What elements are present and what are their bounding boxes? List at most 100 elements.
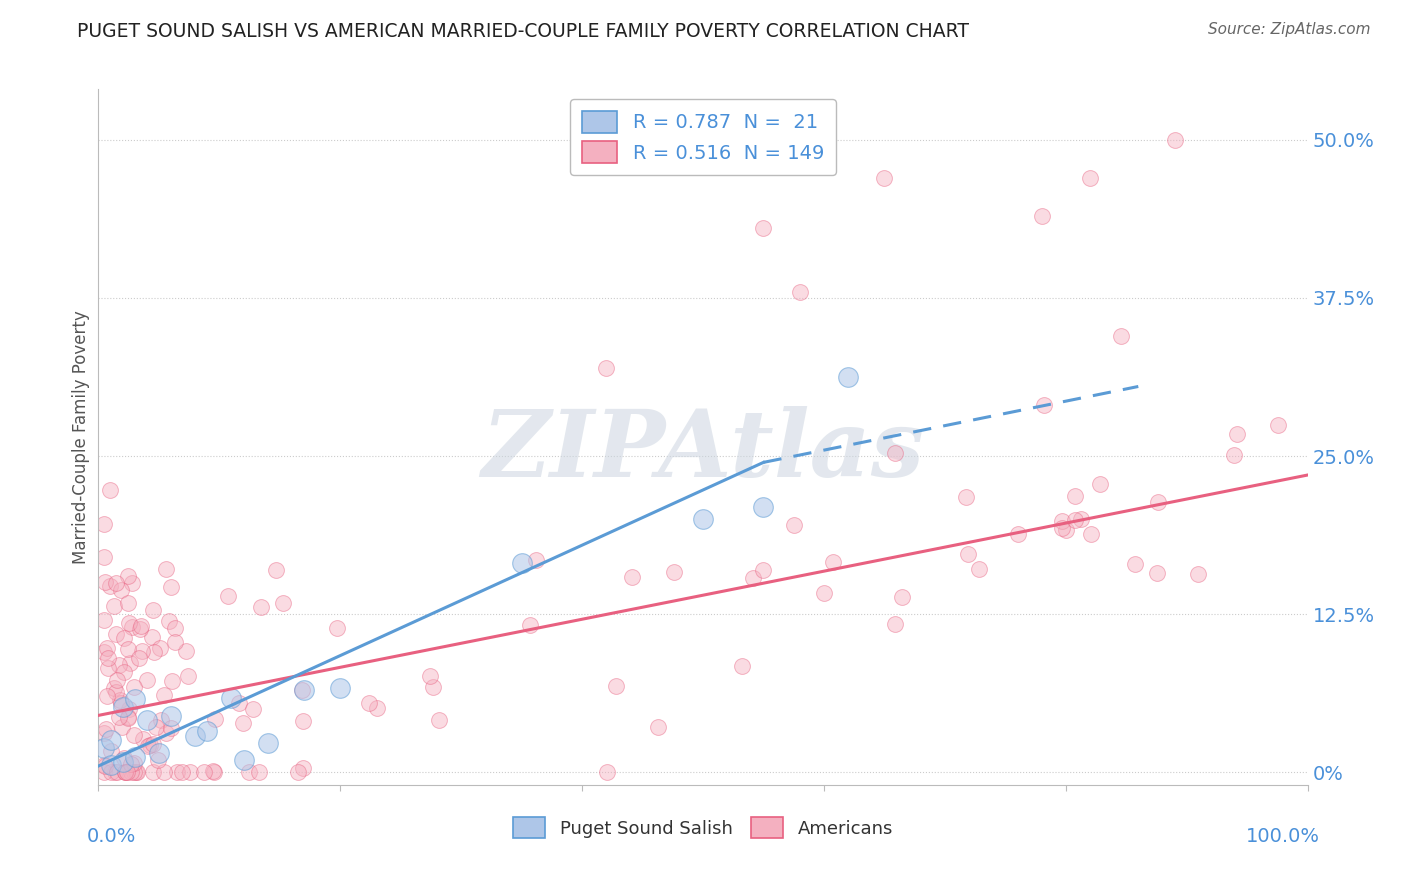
Point	[662, 565, 685, 579]
Point	[193, 765, 215, 780]
Point	[160, 721, 183, 735]
Text: Source: ZipAtlas.com: Source: ZipAtlas.com	[1208, 22, 1371, 37]
Point	[93, 517, 115, 532]
Point	[141, 737, 163, 751]
Point	[149, 640, 172, 655]
Point	[184, 730, 207, 744]
Point	[155, 562, 177, 576]
Point	[93, 757, 115, 772]
Point	[103, 681, 125, 695]
Legend: Puget Sound Salish, Americans: Puget Sound Salish, Americans	[506, 810, 900, 846]
Point	[125, 765, 148, 780]
Point	[122, 728, 145, 742]
Point	[105, 626, 128, 640]
Point	[100, 765, 122, 780]
Point	[1187, 567, 1209, 582]
Point	[115, 765, 138, 780]
Point	[165, 635, 187, 649]
Point	[142, 602, 165, 616]
Point	[135, 713, 157, 727]
Point	[1146, 566, 1168, 581]
Point	[96, 689, 118, 703]
Point	[115, 765, 138, 780]
Point	[93, 645, 115, 659]
Point	[195, 724, 218, 739]
Point	[366, 701, 388, 715]
Point	[110, 582, 132, 597]
Point	[166, 765, 188, 780]
Point	[742, 571, 765, 585]
Point	[159, 580, 181, 594]
Point	[789, 285, 811, 299]
Point	[149, 714, 172, 728]
Point	[242, 701, 264, 715]
Point	[122, 756, 145, 771]
Point	[291, 714, 314, 728]
Point	[148, 753, 170, 767]
Point	[142, 765, 165, 780]
Point	[1031, 209, 1053, 223]
Point	[107, 710, 129, 724]
Point	[1147, 495, 1170, 509]
Point	[160, 708, 183, 723]
Point	[124, 749, 146, 764]
Point	[120, 756, 142, 771]
Point	[105, 765, 128, 780]
Point	[131, 644, 153, 658]
Y-axis label: Married-Couple Family Poverty: Married-Couple Family Poverty	[72, 310, 90, 564]
Point	[176, 668, 198, 682]
Point	[110, 696, 132, 710]
Point	[266, 563, 288, 577]
Point	[131, 619, 153, 633]
Point	[114, 765, 136, 780]
Point	[204, 765, 226, 780]
Point	[1033, 398, 1056, 412]
Point	[1226, 427, 1249, 442]
Text: PUGET SOUND SALISH VS AMERICAN MARRIED-COUPLE FAMILY POVERTY CORRELATION CHART: PUGET SOUND SALISH VS AMERICAN MARRIED-C…	[77, 22, 969, 41]
Point	[359, 696, 381, 710]
Point	[1050, 521, 1073, 535]
Point	[121, 620, 143, 634]
Point	[118, 615, 141, 630]
Text: 100.0%: 100.0%	[1246, 827, 1320, 846]
Point	[605, 679, 627, 693]
Point	[112, 751, 135, 765]
Point	[1050, 514, 1073, 528]
Point	[957, 547, 980, 561]
Point	[524, 553, 547, 567]
Point	[232, 715, 254, 730]
Point	[782, 517, 804, 532]
Point	[217, 590, 239, 604]
Point	[595, 765, 617, 780]
Point	[96, 640, 118, 655]
Point	[1070, 511, 1092, 525]
Point	[329, 681, 352, 695]
Point	[111, 699, 134, 714]
Point	[152, 765, 174, 780]
Point	[510, 556, 533, 570]
Point	[1078, 170, 1101, 185]
Point	[837, 370, 859, 384]
Point	[117, 642, 139, 657]
Point	[100, 733, 122, 747]
Point	[179, 765, 201, 780]
Point	[1109, 329, 1132, 343]
Point	[117, 710, 139, 724]
Point	[97, 651, 120, 665]
Point	[132, 732, 155, 747]
Point	[93, 740, 115, 755]
Point	[93, 765, 115, 780]
Point	[884, 617, 907, 632]
Point	[112, 665, 135, 679]
Point	[104, 765, 127, 780]
Point	[94, 722, 117, 736]
Point	[157, 614, 180, 628]
Point	[326, 620, 349, 634]
Point	[141, 630, 163, 644]
Point	[238, 765, 260, 780]
Point	[271, 596, 294, 610]
Point	[1088, 477, 1111, 491]
Point	[97, 661, 120, 675]
Point	[111, 756, 134, 770]
Point	[93, 726, 115, 740]
